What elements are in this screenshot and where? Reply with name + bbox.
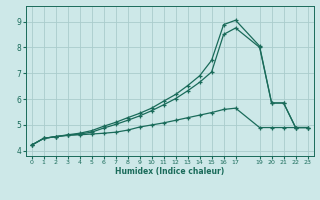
X-axis label: Humidex (Indice chaleur): Humidex (Indice chaleur): [115, 167, 224, 176]
